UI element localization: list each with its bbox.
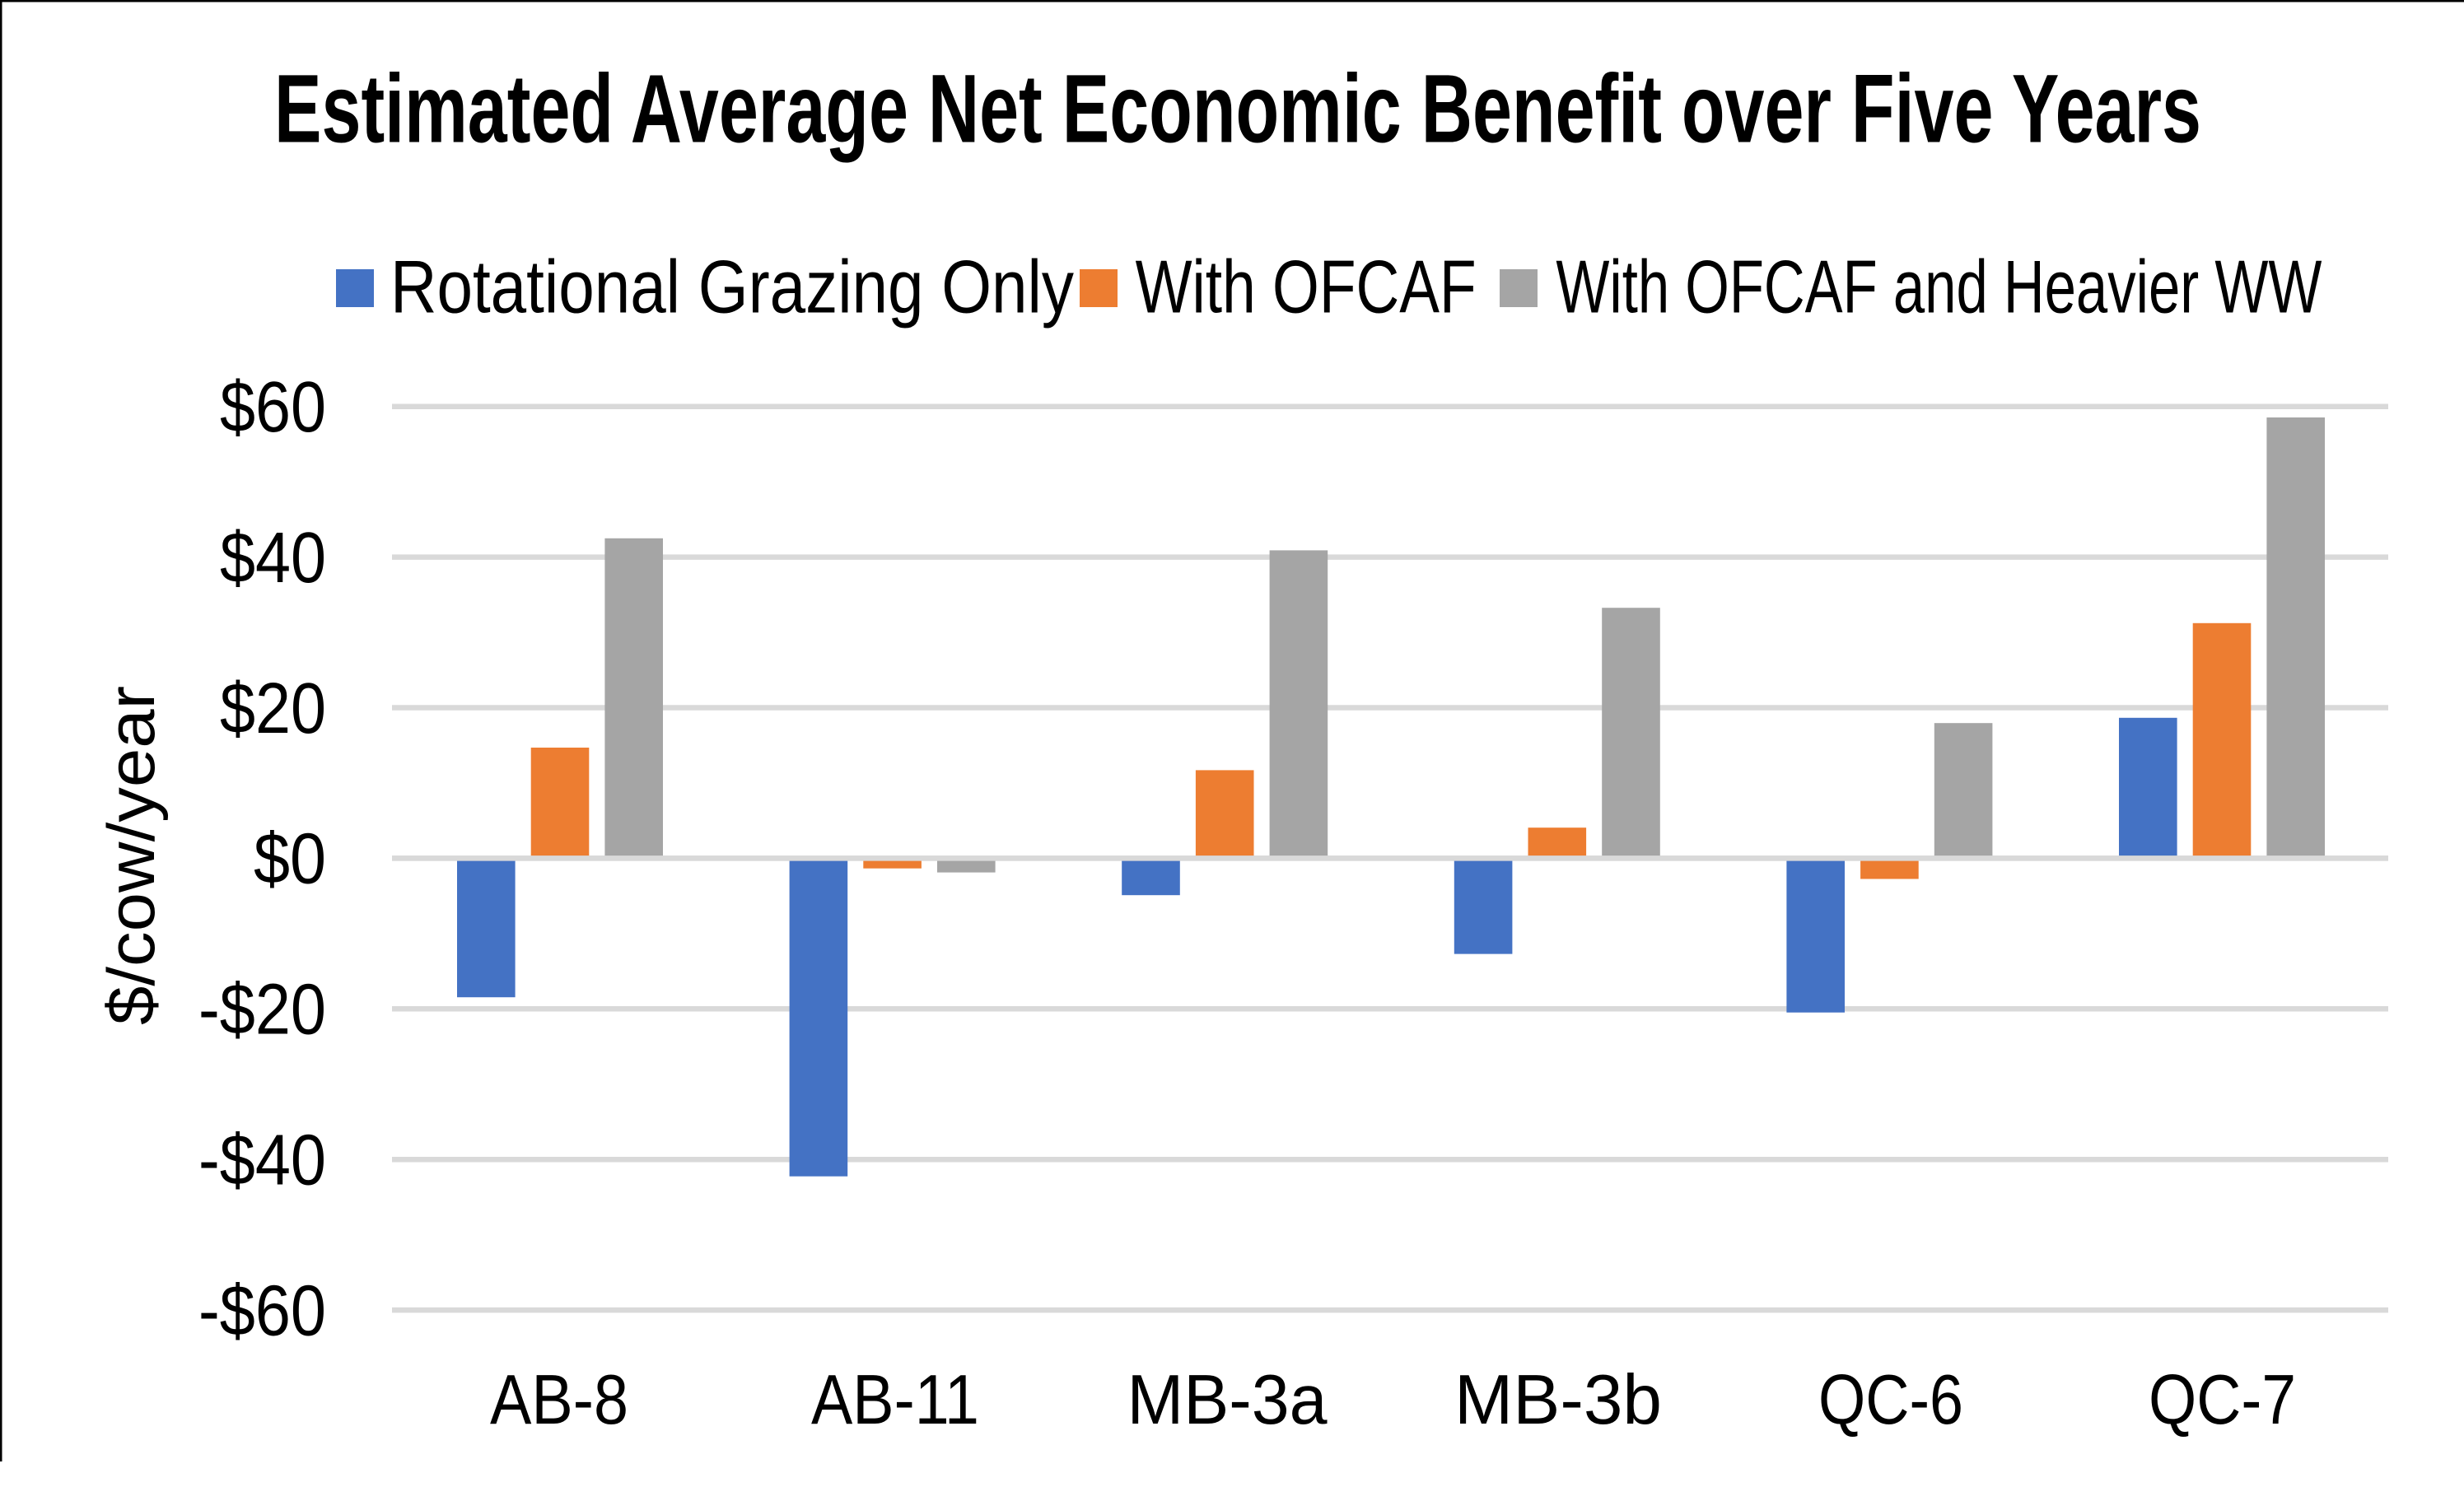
svg-text:AB-8: AB-8 [490, 1361, 628, 1439]
svg-text:With OFCAF and Heavier WW: With OFCAF and Heavier WW [1556, 245, 2322, 329]
svg-text:-$60: -$60 [198, 1270, 326, 1350]
svg-text:-$20: -$20 [198, 969, 326, 1050]
svg-text:$20: $20 [220, 668, 326, 748]
svg-text:MB-3b: MB-3b [1454, 1361, 1662, 1439]
svg-text:Estimated Average Net Economic: Estimated Average Net Economic Benefit o… [274, 54, 2201, 162]
svg-text:$0: $0 [254, 818, 326, 899]
svg-text:$/cow/year: $/cow/year [95, 686, 169, 1025]
svg-text:$40: $40 [220, 517, 326, 598]
svg-text:AB-11: AB-11 [811, 1361, 979, 1439]
svg-text:$60: $60 [220, 366, 326, 447]
svg-text:Rotational Grazing Only: Rotational Grazing Only [390, 245, 1074, 329]
svg-text:QC-6: QC-6 [1818, 1361, 1963, 1439]
svg-text:-$40: -$40 [198, 1120, 326, 1200]
svg-text:With OFCAF: With OFCAF [1136, 245, 1477, 329]
svg-text:QC-7: QC-7 [2149, 1361, 2296, 1439]
svg-text:MB-3a: MB-3a [1127, 1361, 1328, 1439]
